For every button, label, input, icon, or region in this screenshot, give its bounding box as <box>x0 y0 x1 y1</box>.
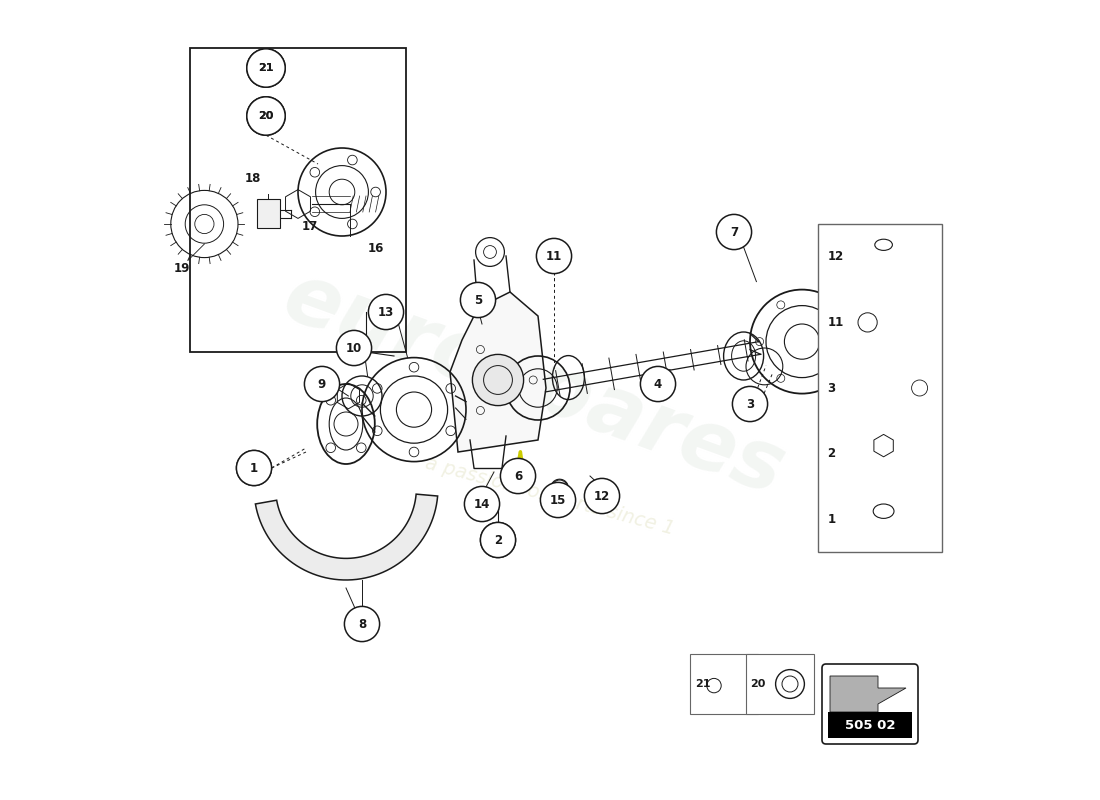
Circle shape <box>716 214 751 250</box>
Circle shape <box>344 606 380 642</box>
Text: 20: 20 <box>258 111 274 121</box>
Text: 2: 2 <box>827 447 836 460</box>
Text: 19: 19 <box>174 262 190 275</box>
Text: 11: 11 <box>827 316 844 329</box>
Text: 21: 21 <box>695 679 711 689</box>
Text: 16: 16 <box>367 242 384 255</box>
Circle shape <box>246 97 285 135</box>
Text: 8: 8 <box>358 618 366 630</box>
Text: a passion for parts since 1: a passion for parts since 1 <box>424 454 676 538</box>
Text: 505 02: 505 02 <box>845 719 895 732</box>
Text: 17: 17 <box>301 219 318 233</box>
Circle shape <box>584 478 619 514</box>
Circle shape <box>540 482 575 518</box>
Text: 4: 4 <box>653 378 662 390</box>
Text: 3: 3 <box>746 398 755 410</box>
FancyBboxPatch shape <box>818 224 942 552</box>
Text: eurospares: eurospares <box>273 256 795 512</box>
Polygon shape <box>450 292 546 452</box>
Text: 21: 21 <box>258 63 274 73</box>
Text: 9: 9 <box>318 378 326 390</box>
Circle shape <box>537 238 572 274</box>
FancyBboxPatch shape <box>257 199 279 228</box>
Polygon shape <box>255 494 438 580</box>
Circle shape <box>733 386 768 422</box>
Text: 3: 3 <box>827 382 836 394</box>
Circle shape <box>246 49 285 87</box>
Circle shape <box>305 366 340 402</box>
Text: 18: 18 <box>244 172 261 185</box>
Text: 11: 11 <box>546 250 562 262</box>
Text: 20: 20 <box>750 679 766 689</box>
Circle shape <box>236 450 272 486</box>
Circle shape <box>236 450 272 486</box>
Text: 6: 6 <box>514 470 522 482</box>
Text: 1: 1 <box>827 513 836 526</box>
Text: 7: 7 <box>730 226 738 238</box>
Circle shape <box>472 354 524 406</box>
Circle shape <box>481 522 516 558</box>
Text: 13: 13 <box>378 306 394 318</box>
FancyBboxPatch shape <box>827 712 912 738</box>
Circle shape <box>640 366 675 402</box>
Circle shape <box>481 522 516 558</box>
Text: 21: 21 <box>258 63 274 73</box>
FancyBboxPatch shape <box>690 654 758 714</box>
Circle shape <box>337 330 372 366</box>
Text: 1: 1 <box>250 462 258 474</box>
Circle shape <box>246 49 285 87</box>
Polygon shape <box>830 676 906 712</box>
Text: 12: 12 <box>827 250 844 263</box>
Text: 14: 14 <box>474 498 491 510</box>
Text: 5: 5 <box>474 294 482 306</box>
Circle shape <box>368 294 404 330</box>
Text: 15: 15 <box>550 494 566 506</box>
Text: 12: 12 <box>594 490 610 502</box>
Text: 2: 2 <box>494 534 502 546</box>
FancyBboxPatch shape <box>746 654 814 714</box>
Text: 10: 10 <box>345 342 362 354</box>
FancyBboxPatch shape <box>822 664 918 744</box>
Circle shape <box>500 458 536 494</box>
Circle shape <box>246 97 285 135</box>
Text: 20: 20 <box>258 111 274 121</box>
Circle shape <box>461 282 496 318</box>
Circle shape <box>464 486 499 522</box>
